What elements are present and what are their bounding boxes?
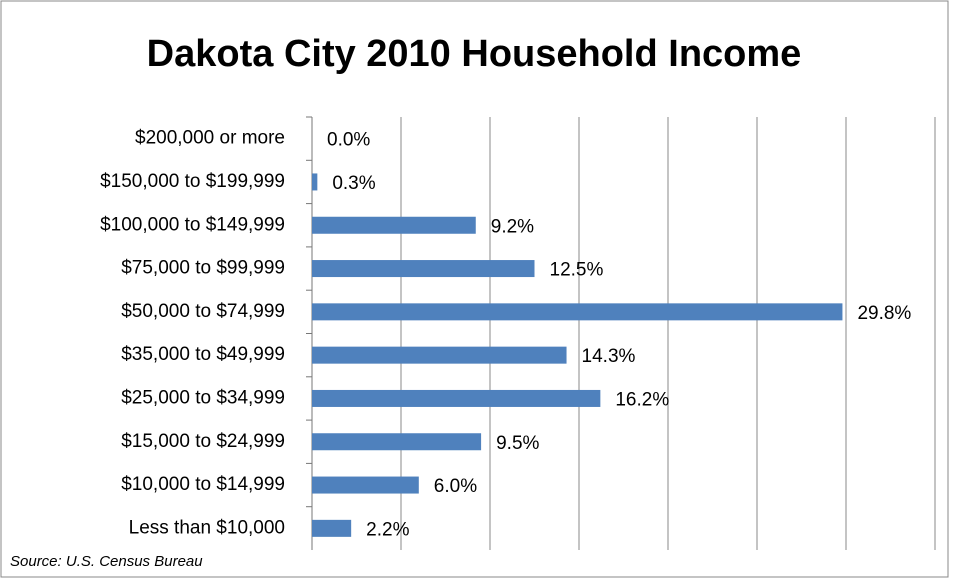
- data-label: 9.5%: [496, 433, 539, 454]
- chart-title: Dakota City 2010 Household Income: [147, 33, 802, 75]
- data-label: 14.3%: [582, 346, 636, 367]
- bar: [312, 303, 843, 321]
- bar: [312, 433, 482, 451]
- data-label: 29.8%: [857, 303, 911, 324]
- data-label: 2.2%: [366, 519, 409, 540]
- bar: [312, 389, 601, 407]
- y-tick-label: $10,000 to $14,999: [121, 474, 285, 495]
- data-label: 0.3%: [332, 173, 375, 194]
- bar: [312, 173, 318, 191]
- y-tick-label: $75,000 to $99,999: [121, 258, 285, 279]
- y-tick-label: $35,000 to $49,999: [121, 344, 285, 365]
- y-tick-label: Less than $10,000: [129, 517, 285, 538]
- data-label: 12.5%: [550, 260, 604, 281]
- y-tick-label: $50,000 to $74,999: [121, 301, 285, 322]
- source-note: Source: U.S. Census Bureau: [10, 553, 203, 570]
- y-tick-label: $100,000 to $149,999: [100, 214, 285, 235]
- data-label: 6.0%: [434, 476, 477, 497]
- data-label: 9.2%: [491, 216, 534, 237]
- bar: [312, 216, 476, 234]
- y-tick-label: $25,000 to $34,999: [121, 387, 285, 408]
- bar: [312, 346, 567, 364]
- y-tick-label: $150,000 to $199,999: [100, 171, 285, 192]
- y-tick-label: $15,000 to $24,999: [121, 431, 285, 452]
- data-label: 0.0%: [327, 130, 370, 151]
- bar: [312, 476, 419, 494]
- bar: [312, 260, 535, 278]
- data-label: 16.2%: [615, 389, 669, 410]
- bar: [312, 519, 352, 537]
- y-tick-label: $200,000 or more: [135, 128, 285, 149]
